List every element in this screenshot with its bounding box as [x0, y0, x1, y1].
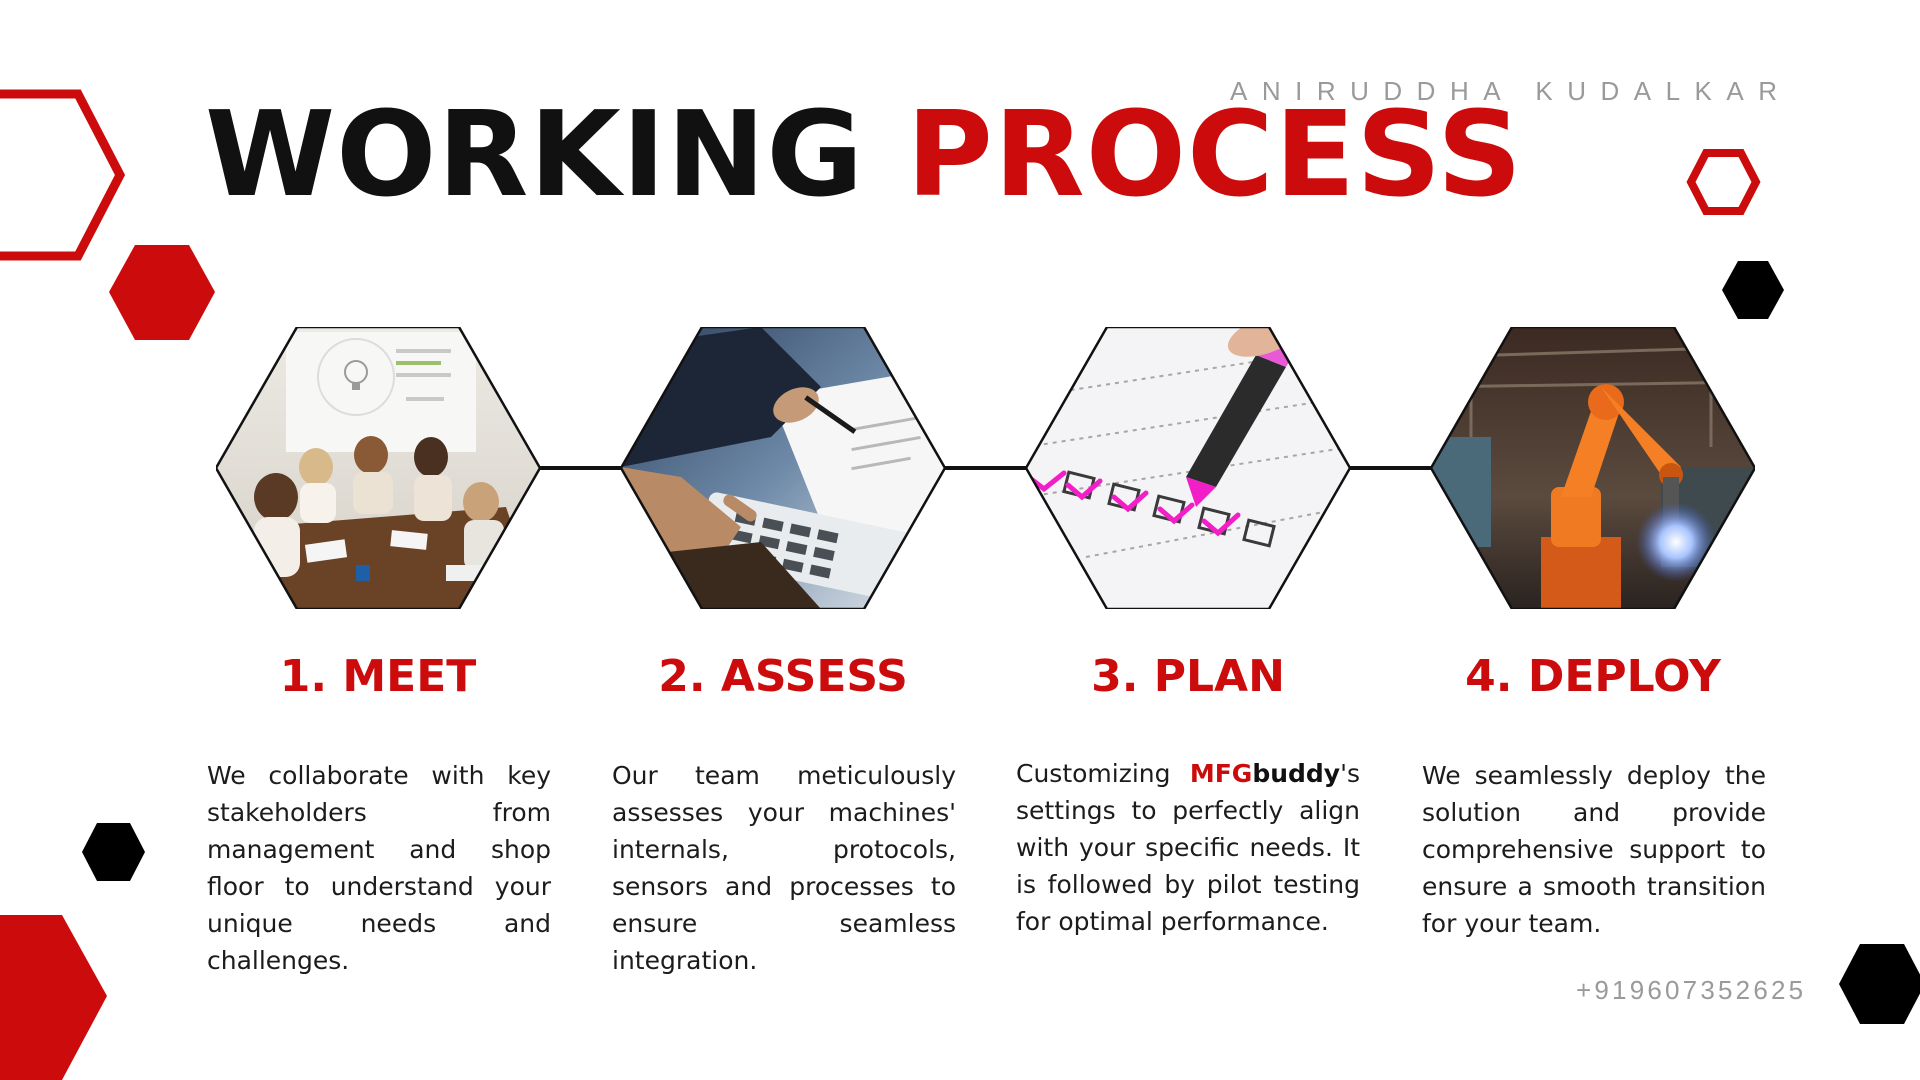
step-description-plan: Customizing MFGbuddy's settings to perfe… — [1016, 755, 1360, 940]
brand-buddy: buddy — [1252, 759, 1341, 788]
connector-line-3 — [1350, 466, 1436, 470]
hexagon-image-meet — [216, 327, 540, 609]
step-title-assess: 2. ASSESS — [658, 651, 908, 702]
outline-hexagon-top-right — [1686, 149, 1761, 215]
step-description-deploy: We seamlessly deploy the solution and pr… — [1422, 761, 1766, 938]
step-title-meet: 1. MEET — [279, 651, 477, 702]
hexagon-image-plan — [1026, 327, 1350, 609]
hexagon-image-deploy — [1431, 327, 1755, 609]
step-description-assess: Our team meticulously assesses your mach… — [612, 761, 956, 975]
phone-number: +919607352625 — [1576, 975, 1807, 1005]
step-title-plan: 3. PLAN — [1091, 651, 1285, 702]
connector-line-1 — [540, 466, 626, 470]
black-hexagon-right — [1722, 261, 1784, 319]
red-shape-bottom-left — [0, 915, 107, 1080]
step-title-deploy: 4. DEPLOY — [1465, 651, 1721, 702]
red-hexagon-left — [109, 245, 215, 340]
page-title: WORKING PROCESS — [205, 95, 1523, 213]
step-description-meet: We collaborate with key stakeholders fro… — [207, 761, 551, 975]
plan-desc-suffix: 's settings to perfectly align with your… — [1016, 759, 1360, 936]
black-hexagon-left — [82, 823, 145, 881]
title-part-process: PROCESS — [906, 85, 1523, 223]
author-name: ANIRUDDHA KUDALKAR — [1230, 76, 1792, 106]
title-part-working: WORKING — [205, 85, 865, 223]
plan-desc-prefix: Customizing — [1016, 759, 1171, 788]
hexagon-image-assess — [621, 327, 945, 609]
brand-mfg: MFG — [1189, 759, 1253, 788]
outline-hexagon-top-left — [0, 89, 126, 261]
black-hexagon-bottom-right — [1839, 944, 1920, 1024]
connector-line-2 — [945, 466, 1031, 470]
